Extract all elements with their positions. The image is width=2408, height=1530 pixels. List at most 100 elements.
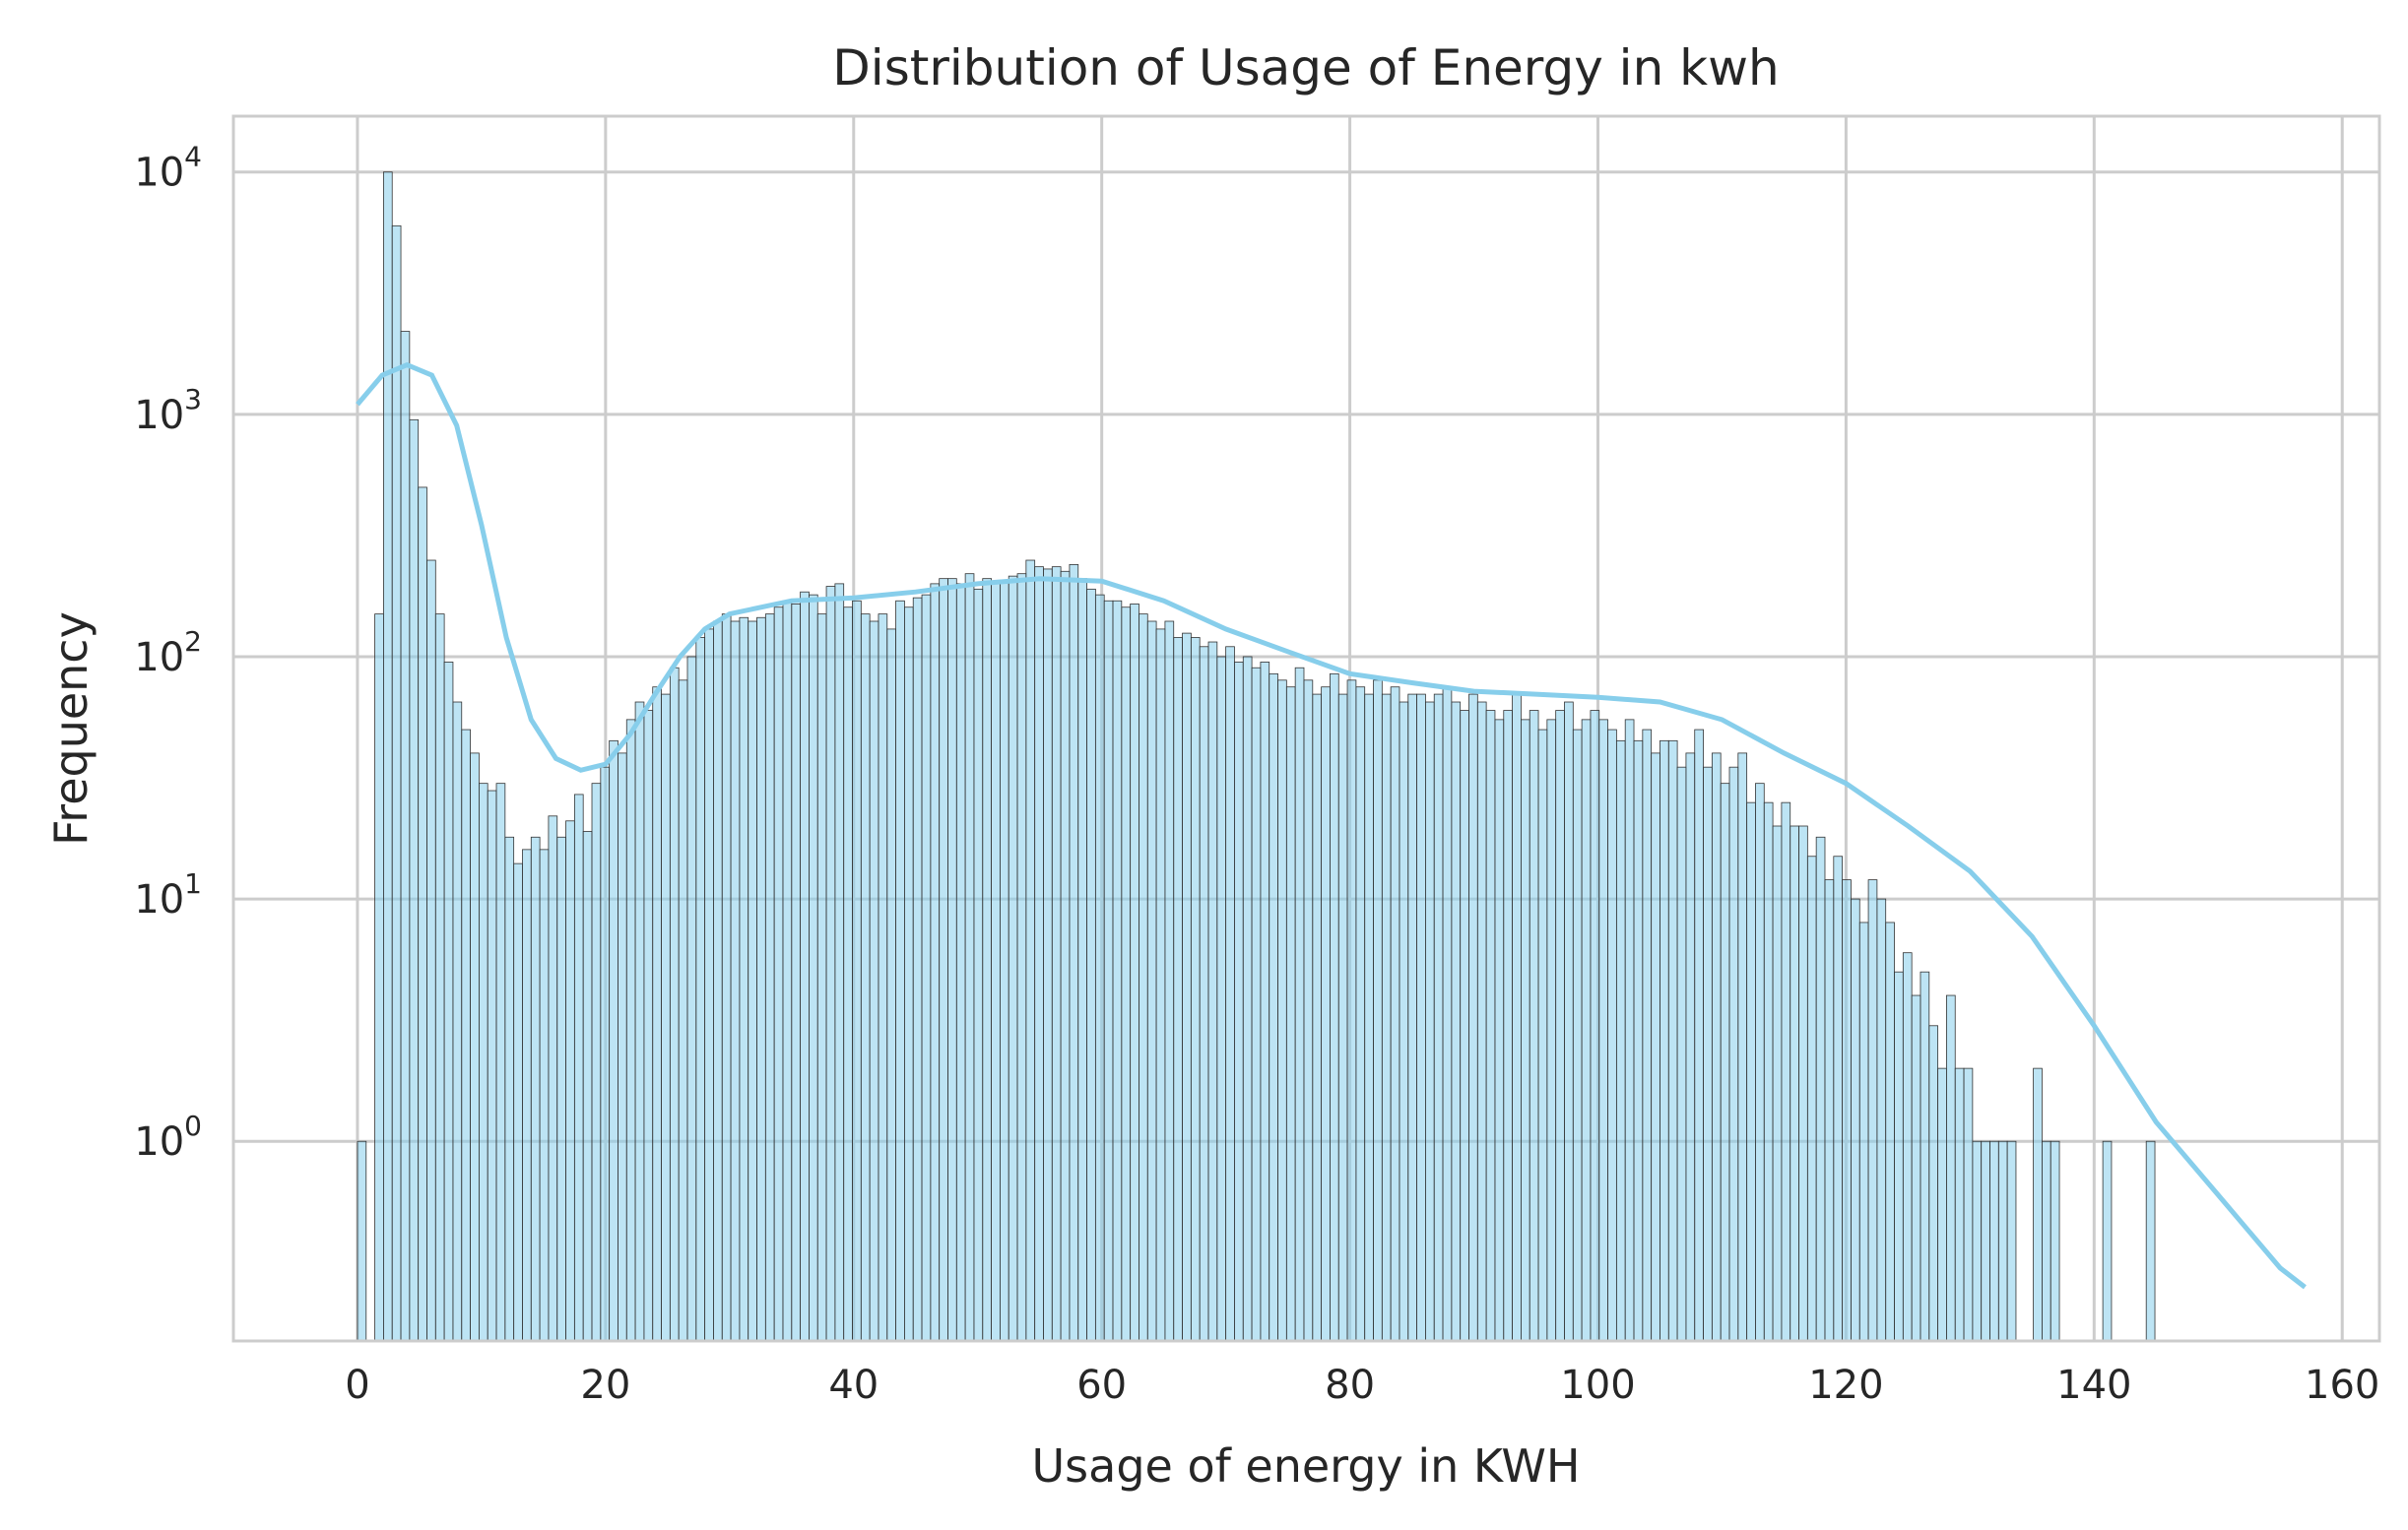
histogram-bar [1858,922,1869,1342]
histogram-bar [1069,563,1079,1342]
histogram-bar [1294,667,1305,1342]
histogram-bar [1425,701,1435,1342]
histogram-bar [1077,578,1087,1342]
histogram-bar [470,752,480,1342]
histogram-bar [1711,752,1722,1342]
histogram-bar [1164,620,1175,1342]
histogram-bar [573,794,584,1342]
histogram-bar [1928,1025,1939,1342]
x-tick-label: 120 [1808,1363,1883,1408]
histogram-bar [1997,1140,2008,1342]
histogram-bar [1364,693,1374,1342]
histogram-bar [1946,994,1956,1342]
histogram-bar [947,578,957,1342]
histogram-bar [1720,783,1730,1342]
histogram-bar [1381,693,1392,1342]
histogram-bar [1476,701,1487,1342]
y-tick-label: 101 [134,867,202,923]
histogram-bar [1225,646,1235,1342]
histogram-bar [748,620,757,1342]
histogram-bar [860,613,871,1342]
histogram-bar [912,597,923,1342]
histogram-bar [1885,922,1895,1342]
histogram-bar [2050,1140,2060,1342]
histogram-bar [539,849,550,1342]
histogram-bar [1867,879,1878,1342]
histogram-bar [834,583,845,1342]
histogram-bar [999,580,1009,1342]
histogram-bar [1460,710,1469,1342]
histogram-bar [374,613,384,1342]
histogram-bar [1321,686,1331,1342]
histogram-bar [495,783,506,1342]
histogram-bar [1330,672,1339,1342]
histogram-bar [1876,898,1887,1342]
histogram-bar [955,583,966,1342]
histogram-bar [409,418,420,1342]
histogram-bar [1303,679,1314,1342]
histogram-bar [809,594,818,1342]
histogram-bar [2042,1140,2051,1342]
histogram-bar [895,600,905,1342]
histogram-bar [565,820,575,1342]
histogram-bar [1833,856,1844,1342]
histogram-bars [357,171,2156,1342]
histogram-bar [878,613,888,1342]
histogram-bar [478,783,488,1342]
histogram-bar [1407,693,1417,1342]
histogram-bar [886,628,896,1342]
histogram-bar [400,331,411,1342]
histogram-bar [1390,686,1400,1342]
histogram-bar [1442,686,1453,1342]
histogram-bar [1651,752,1660,1342]
histogram-bar [1981,1140,1990,1342]
histogram-bar [1043,568,1053,1342]
x-tick-label: 60 [1076,1363,1127,1408]
histogram-bar [2006,1140,2017,1342]
x-tick-label: 20 [580,1363,630,1408]
histogram-bar [2102,1140,2113,1342]
kde-curve [356,361,2307,1290]
x-tick-label: 0 [345,1363,369,1408]
histogram-bar [1772,825,1783,1342]
histogram-bar [939,578,948,1342]
histogram-bar [1155,628,1166,1342]
histogram-bar [461,729,471,1342]
histogram-bar [1494,719,1505,1342]
histogram-bar [591,783,602,1342]
histogram-bar [434,613,445,1342]
histogram-bar [869,620,879,1342]
histogram-bar [548,815,558,1342]
histogram-bar [1911,994,1921,1342]
histogram-bar [1121,606,1132,1342]
histogram-bar [1633,739,1644,1342]
histogram-bar [1728,766,1739,1342]
histogram-bar [661,693,671,1342]
histogram-bar [643,710,654,1342]
histogram-bar [2145,1140,2156,1342]
histogram-bar [1798,825,1808,1342]
histogram-bar [1564,701,1574,1342]
histogram-bar [816,613,827,1342]
histogram-bar [1555,710,1565,1342]
histogram-bar [1008,575,1018,1342]
histogram-bar [1207,641,1218,1342]
histogram-bar [1746,801,1756,1342]
x-tick-label: 160 [2305,1363,2379,1408]
histogram-bar [1346,679,1357,1342]
histogram-bar [1590,710,1600,1342]
histogram-bar [1312,693,1323,1342]
histogram-bar [782,600,793,1342]
histogram-bar [1269,672,1278,1342]
histogram-bar [695,637,706,1342]
histogram-bar [1989,1140,1999,1342]
y-tick-label: 100 [134,1110,202,1165]
histogram-bar [686,656,697,1342]
y-tick-labels: 100 101 102 103 104 [134,141,202,1165]
histogram-bar [1703,766,1713,1342]
histogram-bar [1781,801,1791,1342]
histogram-bar [756,616,766,1342]
histogram-bar [791,604,802,1342]
histogram-bar [1190,637,1201,1342]
